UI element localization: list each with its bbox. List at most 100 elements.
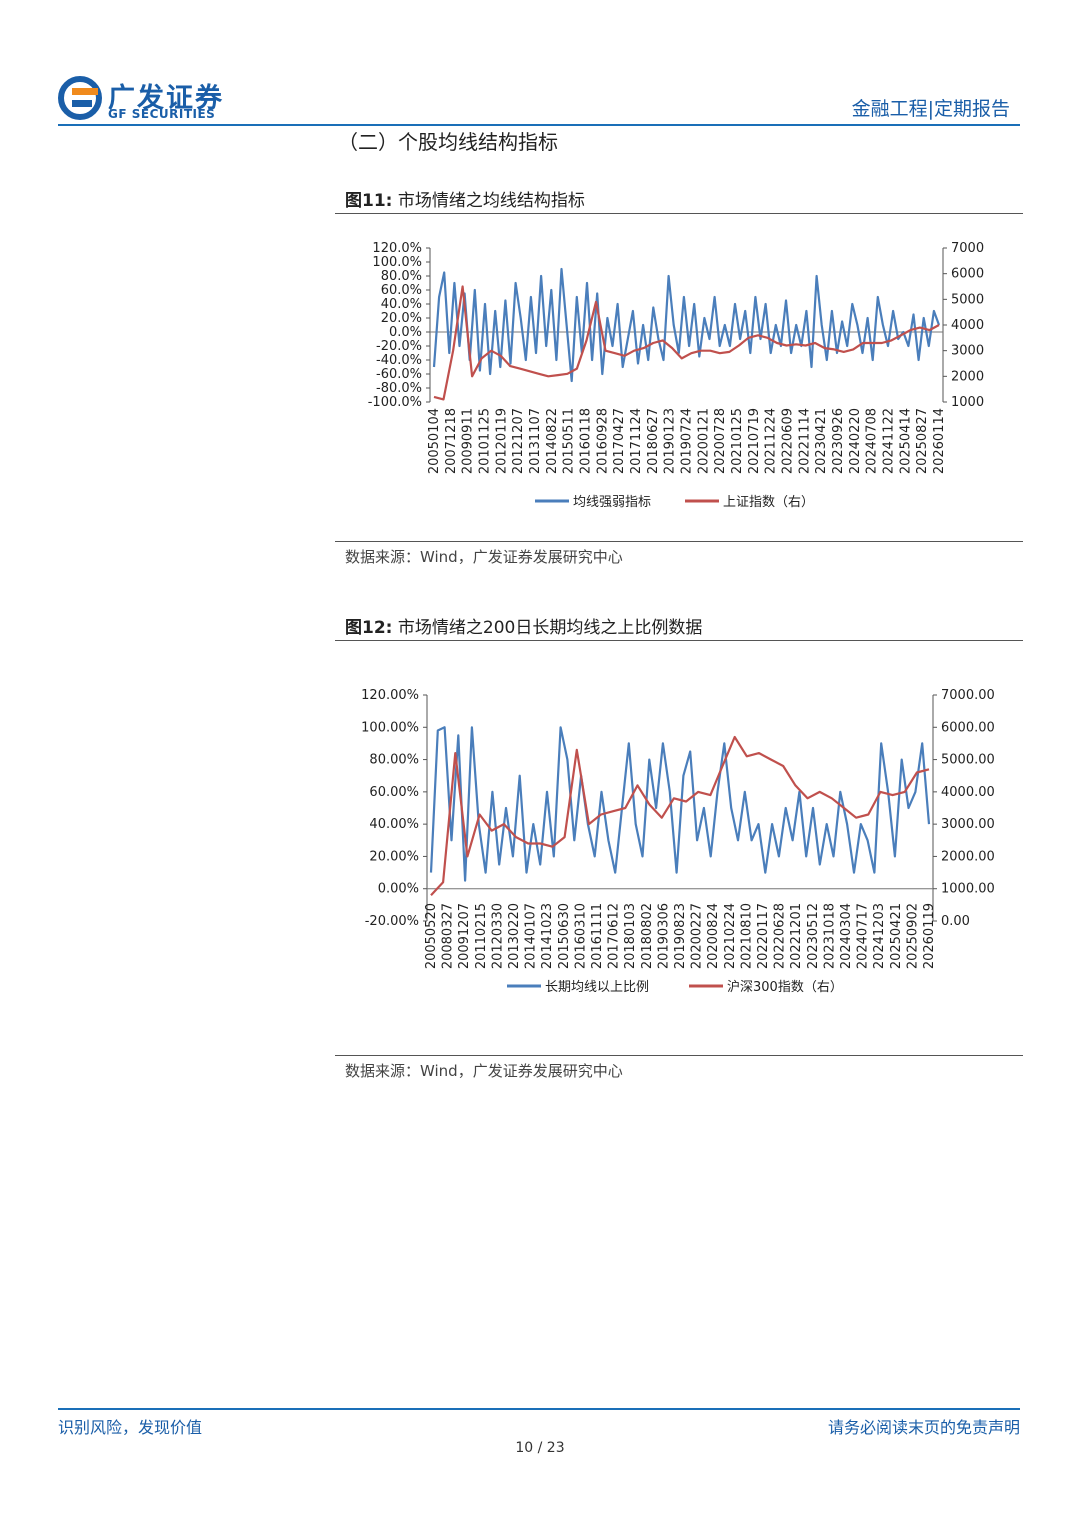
left-tick-label: -60.0% [376, 367, 422, 382]
left-tick-label: -20.0% [376, 339, 422, 354]
page-number: 10 / 23 [515, 1440, 565, 1456]
right-tick-label: 1000.00 [941, 882, 995, 897]
x-tick-label: 20180103 [623, 903, 638, 969]
x-tick-label: 20120330 [490, 903, 505, 969]
series-line-red [433, 285, 940, 401]
x-tick-label: 20230512 [806, 903, 821, 969]
x-tick-label: 20080327 [441, 903, 456, 969]
left-tick-label: 100.00% [361, 720, 419, 735]
chart-ma-structure: 120.0%100.0%80.0%60.0%40.0%20.0%0.0%-20.… [368, 241, 984, 510]
logo-chinese-name: 广发证券 [108, 83, 224, 114]
x-tick-label: 20140822 [545, 408, 560, 474]
section-title: （二）个股均线结构指标 [338, 130, 558, 154]
x-tick-label: 20190823 [673, 903, 688, 969]
x-tick-label: 20210810 [739, 903, 754, 969]
figure-11-source: 数据来源：Wind，广发证券发展研究中心 [345, 548, 623, 566]
x-tick-label: 20240708 [865, 408, 880, 474]
x-tick-label: 20240220 [848, 408, 863, 474]
series-line-blue [429, 726, 931, 882]
left-tick-label: -100.0% [368, 395, 422, 410]
right-tick-label: 4000 [951, 318, 984, 333]
figure-11-title: 图11: 市场情绪之均线结构指标 [345, 186, 585, 211]
legend-label: 均线强弱指标 [573, 495, 651, 510]
x-tick-label: 20180802 [640, 903, 655, 969]
figure-12-bottom-rule [335, 1055, 1023, 1056]
figure-12-caption: 市场情绪之200日长期均线之上比例数据 [397, 618, 703, 638]
left-tick-label: 40.00% [369, 817, 419, 832]
x-tick-label: 20221201 [789, 903, 804, 969]
x-tick-label: 20220117 [756, 903, 771, 969]
x-tick-label: 20260119 [922, 903, 937, 969]
left-tick-label: 40.0% [381, 297, 422, 312]
x-tick-label: 20050104 [427, 408, 442, 474]
x-tick-label: 20241203 [872, 903, 887, 969]
right-tick-label: 4000.00 [941, 785, 995, 800]
x-tick-label: 20200121 [696, 408, 711, 474]
left-tick-label: 0.00% [378, 882, 419, 897]
x-tick-label: 20180627 [646, 408, 661, 474]
figure-12-top-rule [335, 640, 1023, 641]
right-tick-label: 2000 [951, 369, 984, 384]
right-tick-label: 7000.00 [941, 688, 995, 703]
left-tick-label: 20.0% [381, 311, 422, 326]
x-tick-label: 20171124 [629, 408, 644, 474]
x-tick-label: 20050520 [424, 903, 439, 969]
x-tick-label: 20170612 [607, 903, 622, 969]
x-tick-label: 20250827 [915, 408, 930, 474]
x-tick-label: 20200728 [713, 408, 728, 474]
x-tick-label: 20210125 [730, 408, 745, 474]
x-tick-label: 20190306 [656, 903, 671, 969]
x-tick-label: 20150630 [557, 903, 572, 969]
x-tick-label: 20071218 [444, 408, 459, 474]
left-tick-label: 20.00% [369, 849, 419, 864]
figure-11-caption: 市场情绪之均线结构指标 [397, 191, 585, 211]
figure-12-source: 数据来源：Wind，广发证券发展研究中心 [345, 1062, 623, 1080]
right-tick-label: 3000 [951, 344, 984, 359]
right-tick-label: 5000.00 [941, 753, 995, 768]
x-tick-label: 20121207 [511, 408, 526, 474]
x-tick-label: 20170427 [612, 408, 627, 474]
x-tick-label: 20241122 [882, 408, 897, 474]
x-tick-label: 20160118 [579, 408, 594, 474]
x-tick-label: 20211224 [764, 408, 779, 474]
footer-disclaimer-link[interactable]: 请务必阅读末页的免责声明 [827, 1418, 1020, 1437]
x-tick-label: 20240717 [856, 903, 871, 969]
left-tick-label: -20.00% [365, 914, 419, 929]
left-tick-label: 80.00% [369, 753, 419, 768]
footer-divider [58, 1408, 1020, 1410]
x-tick-label: 20160310 [573, 903, 588, 969]
figure-11-label: 图11: [345, 191, 393, 211]
right-tick-label: 7000 [951, 241, 984, 256]
left-tick-label: -80.0% [376, 381, 422, 396]
x-tick-label: 20110215 [474, 903, 489, 969]
figure-11-bottom-rule [335, 541, 1023, 542]
right-tick-label: 6000.00 [941, 720, 995, 735]
x-tick-label: 20260114 [932, 408, 947, 474]
report-category: 金融工程|定期报告 [851, 98, 1010, 120]
x-tick-label: 20141023 [540, 903, 555, 969]
gf-logo [58, 76, 102, 120]
legend-label: 沪深300指数（右） [727, 979, 843, 995]
x-tick-label: 20120119 [494, 408, 509, 474]
x-tick-label: 20140107 [524, 903, 539, 969]
x-tick-label: 20210224 [723, 903, 738, 969]
series-line-blue [432, 267, 941, 383]
series-line-red [430, 735, 930, 896]
x-tick-label: 20250414 [898, 408, 913, 474]
x-tick-label: 20250421 [889, 903, 904, 969]
x-tick-label: 20160928 [595, 408, 610, 474]
x-tick-label: 20250902 [905, 903, 920, 969]
x-tick-label: 20221114 [797, 408, 812, 474]
figure-11-top-rule [335, 213, 1023, 214]
x-tick-label: 20190123 [663, 408, 678, 474]
x-tick-label: 20220609 [781, 408, 796, 474]
left-tick-label: 120.0% [372, 241, 422, 256]
x-tick-label: 20200824 [706, 903, 721, 969]
left-tick-label: 120.00% [361, 688, 419, 703]
footer-slogan: 识别风险，发现价值 [58, 1418, 203, 1437]
left-tick-label: -40.0% [376, 353, 422, 368]
left-tick-label: 80.0% [381, 269, 422, 284]
right-tick-label: 3000.00 [941, 817, 995, 832]
right-tick-label: 5000 [951, 292, 984, 307]
x-tick-label: 20161111 [590, 903, 605, 969]
